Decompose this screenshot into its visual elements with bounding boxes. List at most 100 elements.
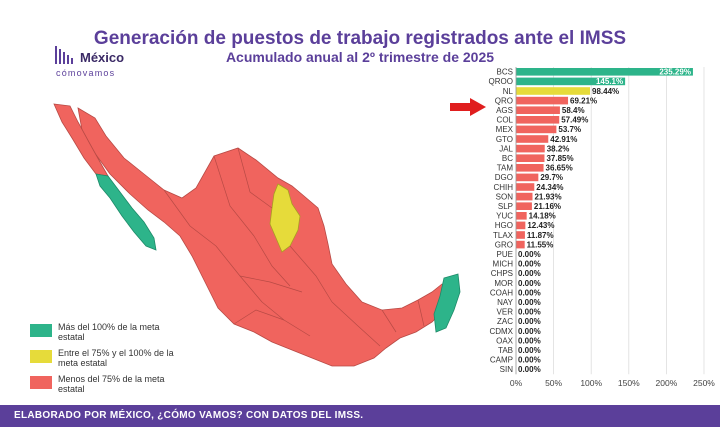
category-label: AGS	[496, 106, 513, 115]
data-label: 0.00%	[518, 317, 541, 326]
mexico-map	[53, 103, 461, 367]
bar	[516, 164, 544, 172]
category-label: CAMP	[490, 356, 513, 365]
category-label: COAH	[490, 288, 513, 297]
data-label: 0.00%	[518, 269, 541, 278]
category-label: TLAX	[493, 231, 514, 240]
data-label: 0.00%	[518, 279, 541, 288]
category-label: NL	[503, 87, 514, 96]
x-tick-label: 150%	[618, 378, 640, 388]
data-label: 11.55%	[527, 240, 554, 249]
category-label: TAB	[498, 346, 513, 355]
bar-chart: 0% 50% 100% 150% 200% 250% BCS 235.29% QROO 145.1…	[489, 67, 715, 388]
category-label: BC	[502, 154, 513, 163]
data-label: 0.00%	[518, 308, 541, 317]
data-label: 14.18%	[529, 212, 556, 221]
data-label: 11.87%	[527, 231, 554, 240]
bar	[516, 221, 526, 230]
bar	[516, 192, 533, 201]
legend: Más del 100% de la meta estatal Entre el…	[30, 322, 180, 400]
category-label: HGO	[495, 221, 513, 230]
category-label: VER	[497, 308, 514, 317]
bar	[516, 231, 525, 239]
category-label: MEX	[496, 125, 514, 134]
x-tick-label: 100%	[580, 378, 602, 388]
data-label: 98.44%	[592, 87, 619, 96]
map-quintana-roo	[433, 273, 461, 333]
legend-item-above-100: Más del 100% de la meta estatal	[30, 322, 180, 342]
category-label: COL	[497, 116, 514, 125]
data-label: 0.00%	[518, 260, 541, 269]
data-label: 57.49%	[561, 116, 588, 125]
x-tick-label: 50%	[545, 378, 562, 388]
bar	[516, 144, 545, 153]
logo-bars-icon	[55, 46, 73, 64]
data-label: 29.7%	[540, 173, 563, 182]
category-label: SLP	[498, 202, 513, 211]
data-label: 145.1%	[596, 77, 623, 86]
data-label: 53.7%	[558, 125, 581, 134]
bar	[516, 173, 539, 182]
data-label: 42.91%	[550, 135, 577, 144]
footer-text: ELABORADO POR MÉXICO, ¿CÓMO VAMOS? CON D…	[14, 410, 364, 421]
category-label: PUE	[497, 250, 513, 259]
bar	[516, 125, 557, 134]
logo-tagline: cómovamos	[56, 68, 116, 78]
data-label: 21.16%	[534, 202, 561, 211]
data-label: 38.2%	[547, 144, 570, 153]
category-label: CHIH	[493, 183, 513, 192]
legend-item-below-75: Menos del 75% de la meta estatal	[30, 374, 180, 394]
category-label: YUC	[496, 212, 513, 221]
data-label: 0.00%	[518, 365, 541, 374]
category-label: JAL	[499, 144, 513, 153]
category-label: QRO	[495, 96, 513, 105]
x-tick-label: 0%	[510, 378, 523, 388]
map-nuevo-leon	[269, 183, 301, 253]
category-label: OAX	[496, 336, 514, 345]
bar	[516, 77, 626, 86]
category-label: CHPS	[491, 269, 513, 278]
data-label: 24.34%	[536, 183, 563, 192]
category-label: BCS	[497, 68, 513, 77]
bar	[516, 68, 693, 76]
bar	[516, 212, 527, 220]
category-label: ZAC	[497, 317, 513, 326]
data-label: 69.21%	[570, 96, 597, 105]
data-label: 0.00%	[518, 336, 541, 345]
category-label: QROO	[489, 77, 513, 86]
x-tick-label: 200%	[656, 378, 678, 388]
data-label: 36.65%	[546, 164, 573, 173]
logo-name: México	[80, 50, 125, 65]
legend-label: Menos del 75% de la meta estatal	[58, 374, 165, 394]
category-label: GTO	[496, 135, 513, 144]
data-label: 0.00%	[518, 327, 541, 336]
bar	[516, 154, 545, 162]
x-tick-label: 250%	[693, 378, 715, 388]
bar	[516, 96, 569, 105]
bar	[516, 202, 532, 210]
category-label: MICH	[493, 260, 514, 269]
category-label: NAY	[497, 298, 514, 307]
bar	[516, 87, 591, 95]
map-baja-california-sur	[95, 173, 157, 251]
category-label: SON	[496, 192, 514, 201]
legend-label: Más del 100% de la meta estatal	[58, 322, 160, 342]
legend-swatch	[30, 350, 52, 363]
category-label: SIN	[500, 365, 514, 374]
data-label: 58.4%	[562, 106, 585, 115]
chart-title: Generación de puestos de trabajo registr…	[93, 28, 627, 49]
data-label: 0.00%	[518, 346, 541, 355]
data-label: 21.93%	[534, 192, 561, 201]
map-state-borders	[163, 147, 425, 347]
category-label: MOR	[494, 279, 513, 288]
bar	[516, 106, 560, 114]
data-label: 0.00%	[518, 356, 541, 365]
legend-swatch	[30, 324, 52, 337]
data-label: 0.00%	[518, 250, 541, 259]
legend-item-75-100: Entre el 75% y el 100% de la meta estata…	[30, 348, 180, 368]
legend-label: Entre el 75% y el 100% de la meta estata…	[58, 348, 174, 368]
chart-subtitle: Acumulado anual al 2º trimestre de 2025	[225, 49, 495, 65]
data-label: 235.29%	[659, 68, 691, 77]
bar	[516, 135, 549, 143]
data-label: 12.43%	[527, 221, 554, 230]
